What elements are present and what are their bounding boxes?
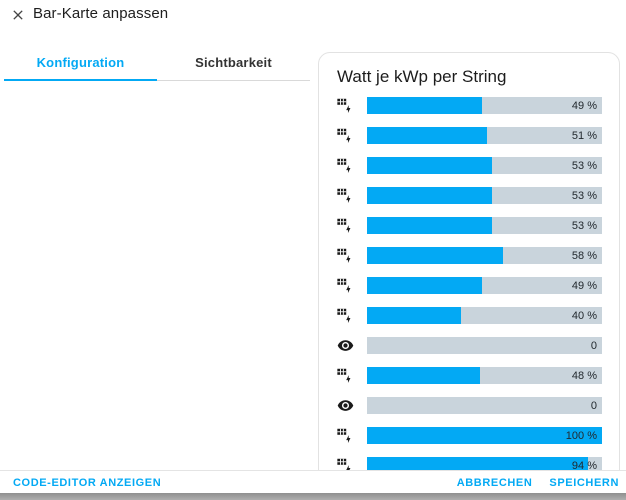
bar-track: 0 — [367, 337, 602, 354]
bar-fill — [367, 247, 504, 264]
bar-row[interactable]: 58 % — [337, 247, 602, 264]
bar-row[interactable]: 53 % — [337, 217, 602, 234]
bar-fill — [367, 457, 588, 470]
bar-fill — [367, 97, 483, 114]
solar-power-icon — [337, 367, 354, 384]
bar-row[interactable]: 100 % — [337, 427, 602, 444]
bar-value-label: 49 % — [571, 279, 597, 292]
bar-row[interactable]: 49 % — [337, 97, 602, 114]
eye-icon — [337, 337, 354, 354]
solar-power-icon — [337, 307, 354, 324]
show-code-editor-button[interactable]: CODE-EDITOR ANZEIGEN — [13, 476, 162, 489]
active-tab-indicator — [4, 79, 157, 81]
dialog-footer: CODE-EDITOR ANZEIGEN ABBRECHEN SPEICHERN — [0, 470, 626, 494]
bar-row[interactable]: 40 % — [337, 307, 602, 324]
bar-value-label: 94 % — [571, 459, 597, 471]
solar-power-icon — [337, 427, 354, 444]
bar-value-label: 49 % — [571, 99, 597, 112]
tab-label: Sichtbarkeit — [195, 55, 272, 70]
bar-track: 94 % — [367, 457, 602, 470]
bar-row[interactable]: 48 % — [337, 367, 602, 384]
bar-fill — [367, 217, 492, 234]
bar-track: 0 — [367, 397, 602, 414]
cancel-button[interactable]: ABBRECHEN — [456, 476, 533, 489]
bar-track: 53 % — [367, 187, 602, 204]
bar-fill — [367, 277, 483, 294]
bar-fill — [367, 157, 492, 174]
solar-power-icon — [337, 277, 354, 294]
close-icon — [10, 7, 26, 23]
bar-row[interactable]: 0 — [337, 337, 602, 354]
dialog-title: Bar-Karte anpassen — [33, 5, 169, 22]
bar-track: 51 % — [367, 127, 602, 144]
bar-fill — [367, 187, 492, 204]
bar-row[interactable]: 51 % — [337, 127, 602, 144]
bar-row[interactable]: 94 % — [337, 457, 602, 470]
solar-power-icon — [337, 217, 354, 234]
solar-power-icon — [337, 97, 354, 114]
solar-power-icon — [337, 457, 354, 470]
bar-fill — [367, 367, 480, 384]
bar-value-label: 53 % — [571, 219, 597, 232]
bar-value-label: 53 % — [571, 159, 597, 172]
bar-value-label: 40 % — [571, 309, 597, 322]
eye-icon — [337, 397, 354, 414]
bar-row[interactable]: 49 % — [337, 277, 602, 294]
bar-track: 49 % — [367, 277, 602, 294]
bar-track: 40 % — [367, 307, 602, 324]
solar-power-icon — [337, 247, 354, 264]
bar-value-label: 100 % — [565, 429, 597, 442]
bar-value-label: 51 % — [571, 129, 597, 142]
bar-track: 58 % — [367, 247, 602, 264]
tab-konfiguration[interactable]: Konfiguration — [4, 48, 157, 81]
bar-rows: 49 % 51 % 53 % 53 % 53 % 58 % 49 % 40 % 0 48 % 0 10… — [337, 97, 602, 470]
bar-row[interactable]: 0 — [337, 397, 602, 414]
bar-value-label: 53 % — [571, 189, 597, 202]
save-button[interactable]: SPEICHERN — [549, 476, 619, 489]
solar-power-icon — [337, 157, 354, 174]
bar-value-label: 0 — [590, 399, 597, 412]
bar-value-label: 0 — [590, 339, 597, 352]
bar-track: 48 % — [367, 367, 602, 384]
bar-fill — [367, 307, 461, 324]
solar-power-icon — [337, 187, 354, 204]
card-preview-pane: Watt je kWp per String 49 % 51 % 53 % 53 % 5… — [318, 52, 626, 470]
bar-row[interactable]: 53 % — [337, 187, 602, 204]
bar-fill — [367, 127, 487, 144]
solar-power-icon — [337, 127, 354, 144]
tab-sichtbarkeit[interactable]: Sichtbarkeit — [157, 48, 310, 80]
dialog-bottom-edge — [0, 493, 626, 500]
bar-fill — [367, 427, 602, 444]
bar-value-label: 58 % — [571, 249, 597, 262]
bar-track: 53 % — [367, 217, 602, 234]
bar-row[interactable]: 53 % — [337, 157, 602, 174]
tab-label: Konfiguration — [36, 55, 125, 70]
bar-card-preview: Watt je kWp per String 49 % 51 % 53 % 53 % 5… — [318, 52, 620, 470]
bar-track: 49 % — [367, 97, 602, 114]
card-title: Watt je kWp per String — [337, 67, 507, 86]
bar-track: 100 % — [367, 427, 602, 444]
close-button[interactable] — [9, 6, 27, 24]
bar-value-label: 48 % — [571, 369, 597, 382]
bar-track: 53 % — [367, 157, 602, 174]
tab-bar: Konfiguration Sichtbarkeit — [4, 48, 310, 81]
